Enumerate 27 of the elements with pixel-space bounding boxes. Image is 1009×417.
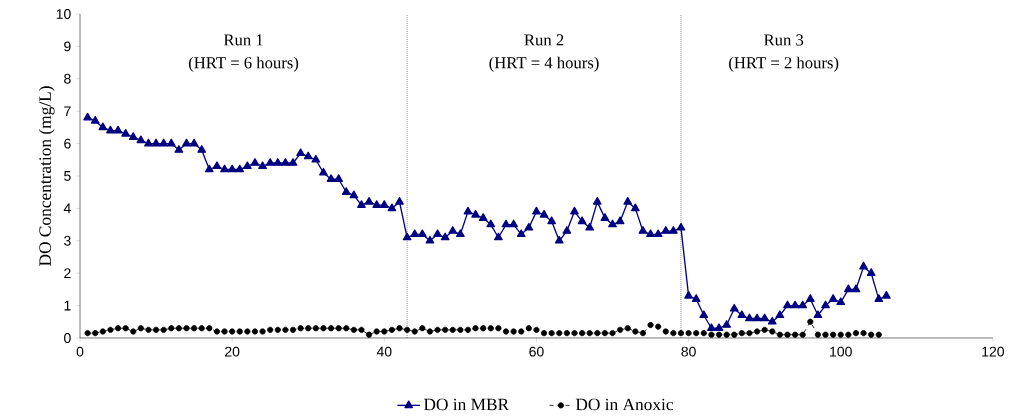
annotation: (HRT = 4 hours) [489, 56, 599, 72]
x-tick-label: 100 [830, 346, 852, 357]
y-tick-label: 9 [64, 41, 71, 52]
x-tick-label: 120 [982, 346, 1005, 357]
y-tick-label: 7 [64, 106, 71, 116]
y-tick-label: 3 [64, 235, 71, 246]
annotation: Run 1 [223, 34, 263, 46]
annotation: (HRT = 2 hours) [729, 56, 839, 72]
y-tick-label: 1 [64, 300, 71, 311]
x-tick-label: 40 [376, 346, 392, 357]
legend-label: DO in Anoxic [575, 398, 673, 411]
y-tick-label: 10 [56, 8, 71, 19]
y-tick-label: 5 [64, 170, 71, 181]
x-tick-label: 60 [529, 346, 544, 357]
y-tick-label: 8 [64, 73, 71, 84]
annotation: (HRT = 6 hours) [188, 56, 299, 72]
y-tick-label: 4 [63, 203, 71, 213]
x-tick-label: 20 [225, 346, 240, 357]
y-axis-title: DO Concentration (mg/L) [38, 86, 55, 266]
y-tick-label: 6 [64, 138, 71, 149]
legend-label: DO in MBR [423, 398, 510, 411]
y-tick-label: 2 [64, 268, 71, 278]
annotation: Run 2 [524, 34, 564, 46]
x-tick-label: 80 [681, 346, 696, 357]
y-tick-label: 0 [64, 332, 71, 343]
annotation: Run 3 [764, 34, 804, 46]
x-tick-label: 0 [76, 346, 84, 357]
